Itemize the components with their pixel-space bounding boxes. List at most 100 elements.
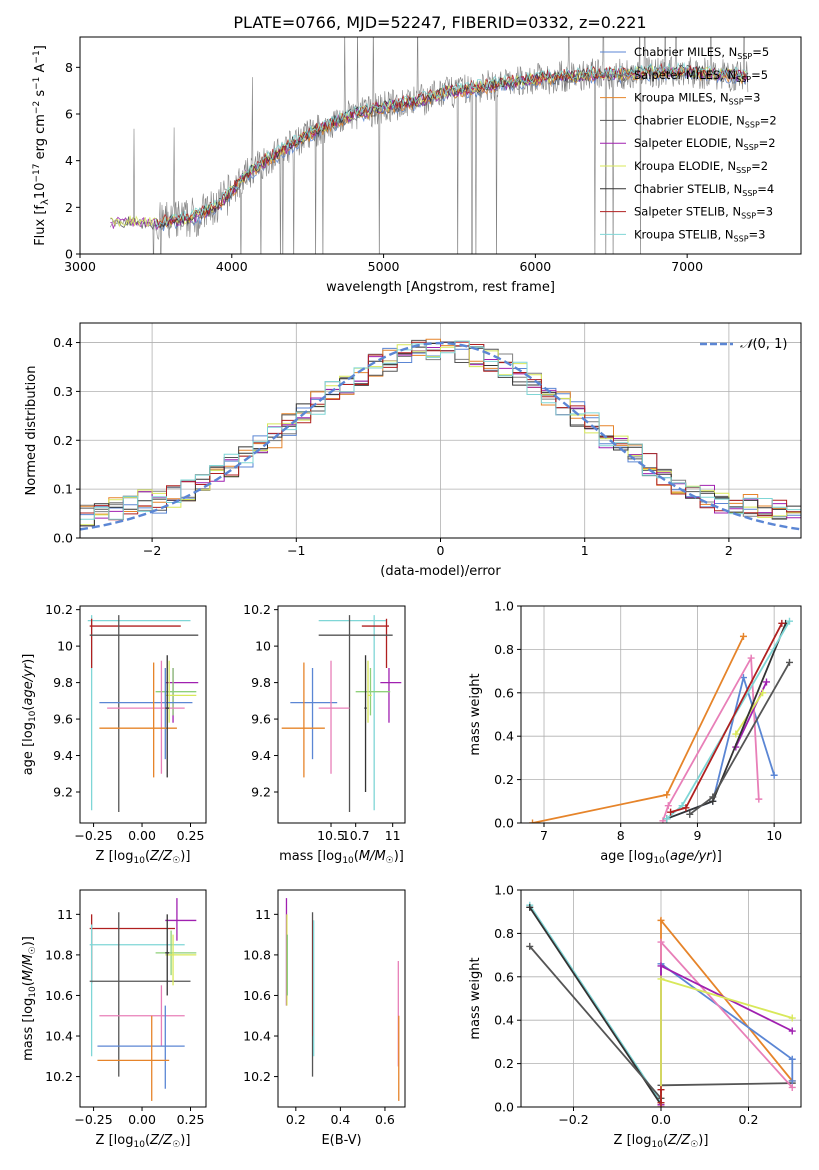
x-tick-label: 7 bbox=[540, 828, 548, 843]
weight-marker bbox=[686, 810, 694, 818]
x-tick-label: 0.00 bbox=[128, 1112, 156, 1127]
weight-marker bbox=[667, 808, 675, 816]
y-tick-label: 9.6 bbox=[251, 712, 271, 727]
plot-area bbox=[529, 617, 793, 823]
y-tick-label: 11 bbox=[57, 907, 73, 922]
legend-text: =2 bbox=[759, 136, 776, 150]
errorbar-point bbox=[165, 898, 197, 941]
y-tick-label: 9.6 bbox=[53, 712, 73, 727]
weight-marker bbox=[732, 730, 740, 738]
errorbar-point bbox=[155, 930, 197, 976]
weight-marker bbox=[529, 819, 537, 823]
y-axis-label-part: −17 bbox=[32, 164, 42, 183]
legend-text: Salpeter ELODIE, N bbox=[634, 136, 744, 150]
weight-marker bbox=[747, 654, 755, 662]
model-spectrum bbox=[155, 61, 749, 227]
errorbar-point bbox=[89, 618, 181, 668]
y-axis-label-part: 10 bbox=[33, 183, 48, 200]
y-axis-label-part: )] bbox=[21, 654, 36, 664]
y-tick-label: 9.4 bbox=[251, 748, 271, 763]
errorbar-point bbox=[318, 615, 393, 813]
histogram-series bbox=[80, 341, 801, 527]
y-axis-label: Flux [fλ10−17 erg cm−2 s−1 A−1] bbox=[32, 45, 51, 246]
legend-text: =5 bbox=[752, 45, 769, 59]
x-axis-label-part: ( bbox=[145, 849, 150, 864]
weight-marker bbox=[526, 903, 534, 911]
y-tick-label: 10.4 bbox=[45, 1029, 73, 1044]
legend-text: =2 bbox=[751, 159, 768, 173]
weight-marker bbox=[778, 619, 786, 627]
y-axis-label-part: )] bbox=[21, 936, 36, 946]
errorbar-point bbox=[89, 924, 185, 1057]
y-tick-label: 4 bbox=[65, 153, 73, 168]
legend-label: Salpeter ELODIE, NSSP=2 bbox=[634, 136, 776, 152]
legend-label: Salpeter MILES, NSSP=5 bbox=[634, 68, 768, 84]
y-tick-label: 0.8 bbox=[494, 926, 514, 941]
y-tick-label: 8 bbox=[65, 60, 73, 75]
x-axis-label-part: )] bbox=[180, 849, 190, 864]
y-tick-label: 0.2 bbox=[53, 433, 73, 448]
y-tick-label: 0.6 bbox=[494, 685, 514, 700]
x-axis-label-part: Z [log bbox=[614, 1133, 652, 1148]
weight-marker bbox=[663, 791, 671, 799]
legend-sub: SSP bbox=[736, 75, 751, 84]
legend-args: (0, 1) bbox=[752, 337, 787, 352]
y-axis-label-part: ] bbox=[33, 45, 48, 50]
x-axis-label-part: ☉ bbox=[172, 856, 180, 866]
x-axis-label-part: )] bbox=[180, 1133, 190, 1148]
errorbar-point bbox=[367, 660, 372, 723]
legend-sub: SSP bbox=[734, 234, 749, 243]
y-tick-label: 10 bbox=[57, 639, 73, 654]
weight-line bbox=[670, 622, 783, 813]
errorbar-point bbox=[165, 914, 170, 996]
legend-text: =2 bbox=[760, 113, 777, 127]
legend-text: =5 bbox=[751, 68, 768, 82]
y-tick-label: 0.6 bbox=[494, 969, 514, 984]
x-tick-label: −0.25 bbox=[74, 1112, 112, 1127]
y-axis-label-part: age [log bbox=[21, 722, 36, 775]
weight-marker bbox=[657, 962, 665, 970]
plot-area bbox=[80, 338, 801, 531]
plot-area bbox=[285, 898, 400, 1101]
y-tick-label: 9.8 bbox=[251, 675, 271, 690]
errorbar-point bbox=[281, 662, 325, 778]
errorbar-point bbox=[107, 660, 185, 774]
x-axis-label-part: ☉ bbox=[690, 1140, 698, 1150]
errorbar-point bbox=[99, 662, 177, 778]
y-tick-label: 9.4 bbox=[53, 748, 73, 763]
weight-marker bbox=[526, 942, 534, 950]
y-axis-label-part: 10 bbox=[28, 710, 38, 722]
errorbar-point bbox=[318, 660, 350, 774]
weight-marker bbox=[755, 795, 763, 803]
x-axis-label: (data-model)/error bbox=[380, 564, 501, 579]
x-tick-label: 0 bbox=[437, 543, 445, 558]
axes-frame bbox=[79, 36, 802, 255]
x-tick-label: 0.2 bbox=[739, 1112, 759, 1127]
weight-marker bbox=[788, 1077, 796, 1085]
y-tick-label: 1.0 bbox=[494, 883, 514, 898]
errorbar-point bbox=[89, 615, 199, 813]
weight-marker bbox=[657, 1099, 665, 1107]
x-axis-label: age [log10(age/yr)] bbox=[600, 849, 722, 866]
weight-marker bbox=[759, 689, 767, 697]
x-tick-label: 0.25 bbox=[177, 1112, 205, 1127]
x-tick-label: 10 bbox=[766, 828, 782, 843]
legend-label: 𝒩(0, 1) bbox=[740, 337, 787, 352]
panel-mass_vs_ebv: 0.2 0.4 0.6 10.2 10.4 10.6 10.8 11 E(B-V) bbox=[243, 889, 406, 1148]
y-axis-label: mass [log10(M/M☉)] bbox=[21, 936, 38, 1061]
y-axis-label: Normed distribution bbox=[24, 366, 39, 496]
weight-marker bbox=[657, 938, 665, 946]
y-tick-label: 10.4 bbox=[243, 1029, 271, 1044]
x-tick-label: 8 bbox=[617, 828, 625, 843]
y-axis-label-part: A bbox=[33, 63, 48, 76]
legend-text: Salpeter MILES, N bbox=[634, 68, 736, 82]
weight-line bbox=[660, 939, 793, 1105]
y-tick-label: 0.4 bbox=[53, 335, 73, 350]
x-axis-label-part: mass [log bbox=[279, 849, 342, 864]
x-axis-label-part: E(B-V) bbox=[321, 1133, 361, 1148]
legend-label: Chabrier STELIB, NSSP=4 bbox=[634, 182, 774, 198]
y-axis-label-part: mass [log bbox=[21, 998, 36, 1061]
